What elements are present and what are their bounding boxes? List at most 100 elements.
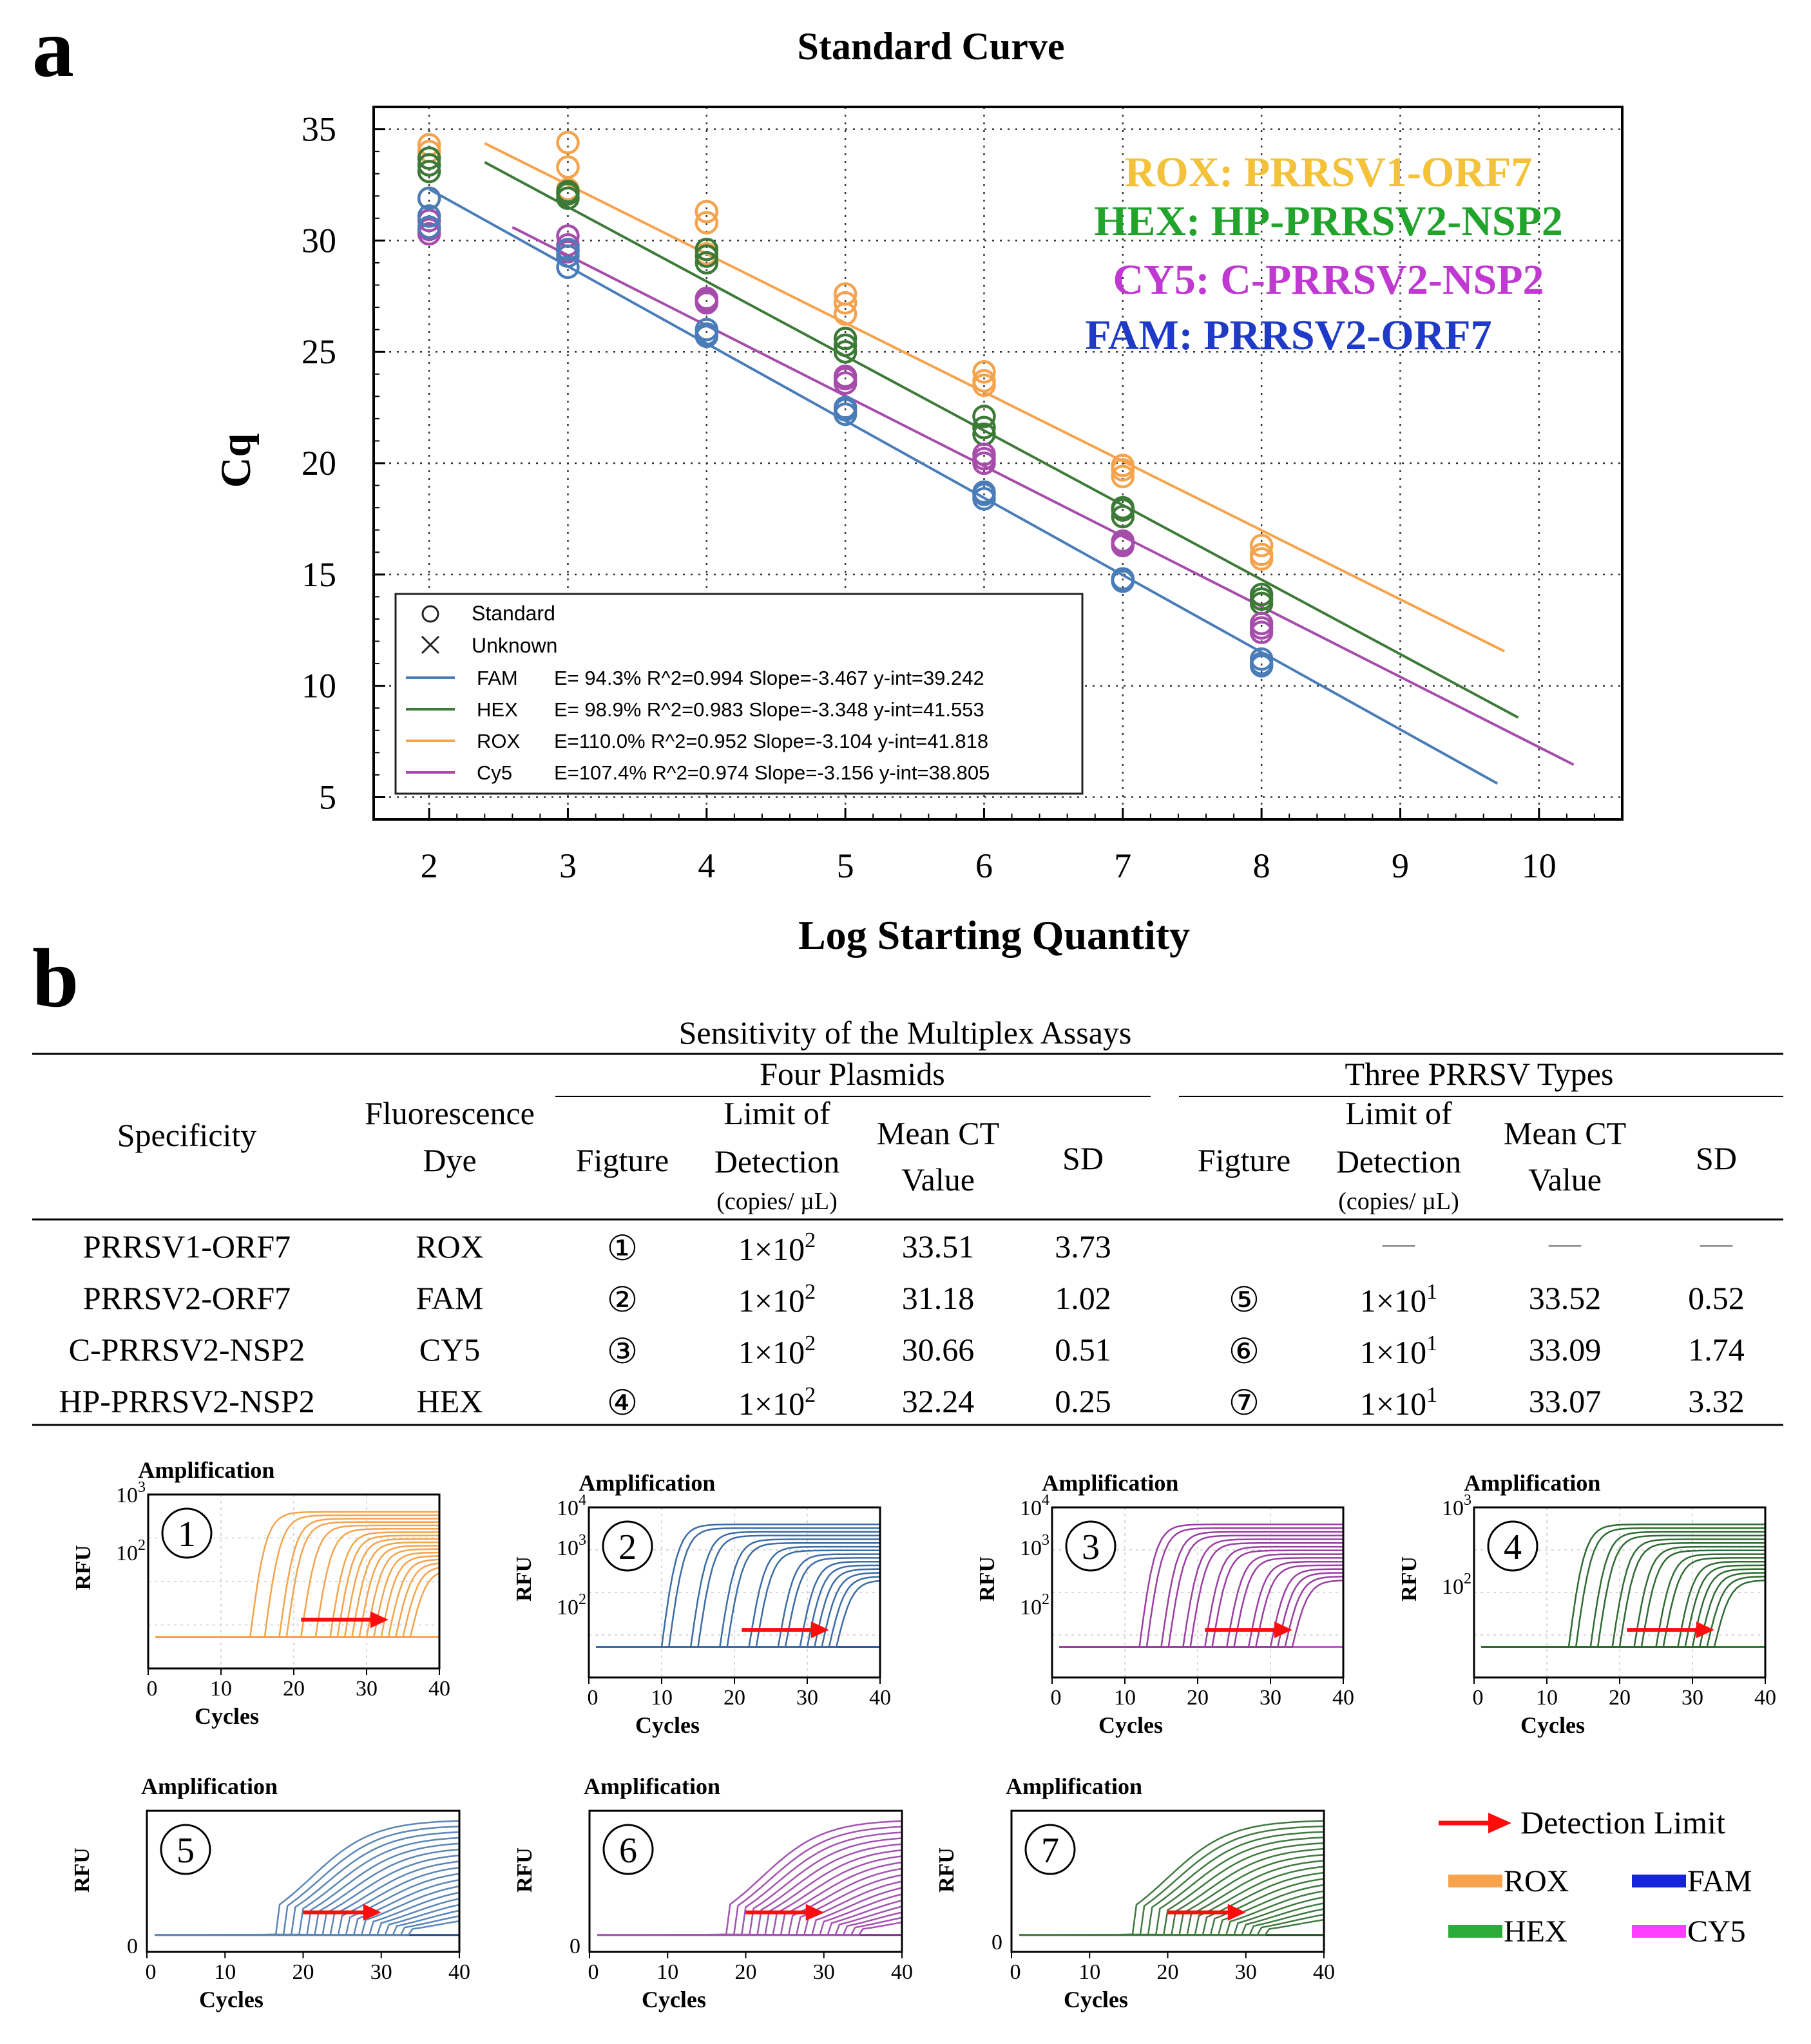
cell-lod: 1×102	[738, 1383, 816, 1422]
point-cy5	[695, 291, 719, 315]
point-hex	[833, 339, 858, 364]
plot-xlabel: Cycles	[195, 1703, 259, 1729]
plot-number-badge	[602, 1520, 653, 1572]
cell-dye: HEX	[417, 1383, 483, 1419]
plot-x-tick-label: 30	[1235, 1960, 1257, 1984]
plot-x-tick-label: 30	[1260, 1686, 1281, 1710]
y-tick-label: 30	[302, 221, 336, 260]
point-hex	[556, 182, 580, 206]
cell-dye: ROX	[416, 1228, 484, 1265]
point-hex	[972, 415, 996, 439]
plot-y-tick-label: 103	[557, 1532, 586, 1560]
plot-number-badge	[1024, 1824, 1076, 1875]
detection-limit-arrowhead	[1274, 1621, 1292, 1639]
chart-title: Standard Curve	[797, 25, 1064, 68]
chart-legend: Standard Unknown FAM E= 94.3% R^2=0.994 S…	[394, 593, 1084, 795]
point-fam	[833, 397, 858, 422]
plot-number: 2	[618, 1527, 637, 1567]
cell-sd: 3.32	[1688, 1383, 1745, 1419]
cell-figture: ⑤	[1229, 1281, 1260, 1319]
plot-y-tick-label: 104	[557, 1492, 586, 1520]
fit-line-hex	[484, 161, 1519, 719]
x-tick-label: 8	[1253, 846, 1270, 885]
x-axis-label: Log Starting Quantity	[798, 912, 1190, 958]
cell-mean-ct: 33.52	[1529, 1280, 1602, 1316]
cell-lod: 1×102	[738, 1280, 816, 1319]
amplification-plot-6: Amplification Cycles RFU 6 0 10 20 30 40 0	[513, 1773, 913, 2012]
plot-x-tick-label: 0	[146, 1960, 157, 1984]
fit-line-cy5	[512, 225, 1575, 766]
point-rox	[556, 155, 580, 179]
unknown-marker-icon	[421, 635, 440, 654]
point-fam	[556, 237, 580, 262]
plot-y-tick-label: 102	[1442, 1571, 1471, 1599]
point-rox	[833, 291, 858, 315]
amplification-plot-7: Amplification Cycles RFU 7 0 10 20 30 40 0	[935, 1773, 1335, 2012]
amplification-curve	[1481, 1560, 1765, 1648]
panel-b-letter: b	[32, 932, 79, 1025]
cell-sd: 1.02	[1055, 1280, 1111, 1316]
header-fluorescence: Fluorescence	[365, 1095, 535, 1131]
plot-x-tick-label: 40	[1754, 1686, 1776, 1710]
plot-ylabel: RFU	[72, 1545, 95, 1590]
plot-xlabel: Cycles	[635, 1712, 700, 1738]
point-hex	[417, 146, 441, 170]
cell-lod: 1×102	[738, 1228, 816, 1267]
legend-swatch-fam	[1632, 1875, 1686, 1887]
detection-limit-arrowhead	[1227, 1904, 1246, 1921]
plot-x-tick-label: 30	[356, 1677, 378, 1701]
x-tick-label: 3	[559, 846, 577, 885]
x-tick-label: 5	[837, 846, 854, 885]
amplification-curve	[597, 1921, 903, 1936]
cell-figture: ①	[607, 1229, 638, 1268]
fit-lines	[428, 142, 1575, 785]
point-cy5	[972, 446, 996, 471]
detection-limit-arrowhead	[1696, 1621, 1714, 1639]
point-rox	[556, 131, 580, 155]
point-hex	[1249, 587, 1274, 611]
y-axis-label: Cq	[213, 434, 260, 488]
amplification-curve	[155, 1572, 440, 1638]
plot-x-tick-label: 10	[651, 1686, 673, 1710]
y-tick-label: 15	[302, 555, 336, 594]
amplification-curve	[1059, 1580, 1344, 1648]
color-legend: Detection Limit ROX FAM HEX CY5	[1439, 1804, 1752, 1949]
plot-x-tick-label: 40	[1313, 1960, 1335, 1984]
plot-y-tick-label: 0	[127, 1934, 138, 1958]
header-figture: Figture	[576, 1142, 669, 1178]
header-mean-ct: Mean CT	[877, 1115, 999, 1151]
cell-mean-ct: 33.07	[1529, 1383, 1602, 1419]
header-lod-detection: Detection	[1336, 1143, 1461, 1180]
legend-swatch-hex	[1448, 1925, 1502, 1938]
plot-x-tick-label: 0	[588, 1960, 599, 1984]
legend-box	[394, 593, 1084, 795]
legend-swatch-rox	[1448, 1875, 1502, 1887]
point-hex	[1111, 498, 1135, 522]
plot-x-tick-label: 30	[796, 1686, 818, 1710]
header-dye: Dye	[423, 1142, 476, 1178]
header-mean-ct: Mean CT	[1504, 1115, 1626, 1151]
plot-y-tick-label: 103	[1442, 1492, 1471, 1520]
plot-x-tick-label: 10	[1536, 1686, 1558, 1710]
cell-lod: 1×101	[1360, 1383, 1437, 1422]
y-tick-label: 35	[302, 110, 336, 149]
cell-mean-ct: 32.24	[902, 1383, 975, 1419]
legend-series-name: FAM	[477, 667, 518, 689]
plot-title: Amplification	[1042, 1470, 1178, 1496]
plot-ylabel: RFU	[70, 1848, 94, 1893]
cell-mean-ct: 30.66	[902, 1332, 975, 1368]
amplification-curve	[596, 1580, 881, 1648]
cell-figture: ⑦	[1229, 1384, 1260, 1422]
plot-number: 7	[1041, 1831, 1059, 1871]
detection-limit-arrowhead	[363, 1904, 381, 1921]
legend-fit-stats: E=107.4% R^2=0.974 Slope=-3.156 y-int=38…	[554, 761, 990, 784]
plot-ylabel: RFU	[1397, 1556, 1421, 1601]
plot-number-badge	[1487, 1520, 1538, 1572]
point-fam	[417, 204, 441, 228]
plot-y-tick-label: 104	[1020, 1492, 1049, 1520]
plot-y-tick-label: 102	[1020, 1591, 1049, 1619]
x-tick-label: 4	[698, 846, 715, 885]
cell-specificity: PRRSV1-ORF7	[83, 1228, 291, 1265]
